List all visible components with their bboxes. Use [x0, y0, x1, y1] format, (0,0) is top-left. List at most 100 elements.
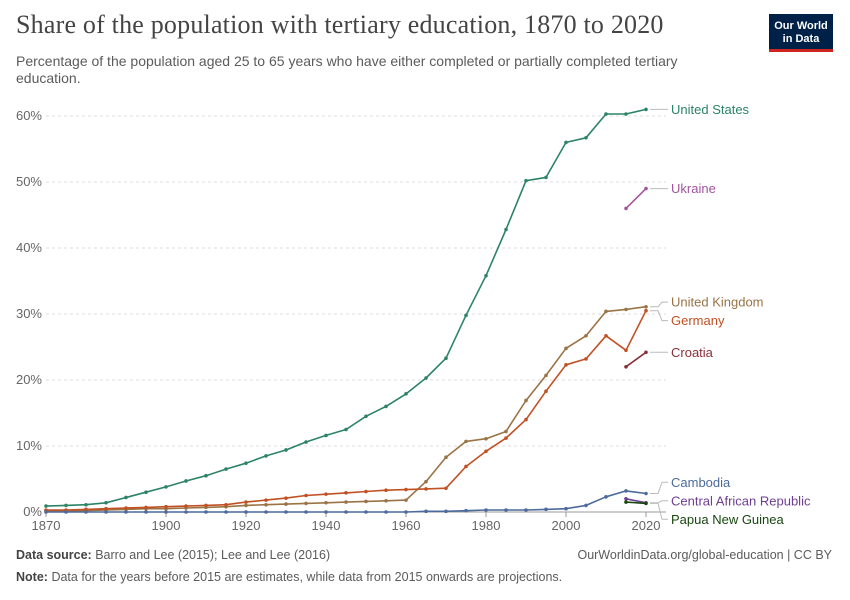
series-line-united-kingdom [46, 305, 647, 512]
data-point [424, 479, 428, 484]
data-point [164, 510, 168, 514]
data-point [164, 504, 168, 509]
x-tick-label: 1940 [312, 518, 341, 533]
data-point [64, 510, 68, 514]
data-point [564, 140, 568, 145]
data-point [384, 404, 388, 409]
y-tick-label: 20% [16, 372, 42, 387]
y-tick-label: 0% [23, 504, 42, 519]
data-point [284, 502, 288, 506]
data-point [544, 389, 548, 394]
data-point [444, 486, 448, 491]
data-point [504, 436, 508, 440]
x-tick-label: 1870 [32, 518, 61, 533]
data-point [344, 510, 348, 514]
source-url[interactable]: OurWorldinData.org/global-education | CC… [577, 548, 832, 562]
data-point [564, 506, 568, 511]
y-tick-label: 40% [16, 240, 42, 255]
data-point [624, 489, 628, 493]
data-point [324, 510, 328, 514]
data-point [144, 490, 148, 495]
data-point [424, 509, 428, 514]
data-point [324, 433, 328, 438]
data-point [544, 373, 548, 378]
x-tick-label: 1900 [152, 518, 181, 533]
series-line-croatia [625, 351, 647, 368]
data-point [524, 398, 528, 403]
data-point [104, 500, 108, 505]
data-point [244, 500, 248, 504]
label-connector [650, 301, 668, 308]
data-point [384, 510, 388, 514]
label-connector [650, 310, 668, 322]
series-label-papua-new-guinea: Papua New Guinea [671, 512, 785, 527]
data-point [464, 508, 468, 513]
note-text: Data for the years before 2015 are estim… [51, 570, 563, 584]
owid-logo[interactable]: Our World in Data [769, 14, 833, 52]
data-point [624, 206, 628, 211]
data-point [284, 448, 288, 452]
series-label-croatia: Croatia [671, 345, 714, 360]
data-point [304, 501, 308, 506]
data-point [324, 492, 328, 496]
series-line-papua-new-guinea [625, 501, 647, 505]
chart-subtitle: Percentage of the population aged 25 to … [16, 53, 678, 86]
data-point [184, 479, 188, 483]
data-point [264, 502, 268, 507]
data-point [644, 186, 648, 191]
data-point [384, 498, 388, 503]
series-label-united-kingdom: United Kingdom [671, 295, 764, 310]
data-point [124, 510, 128, 514]
data-point [624, 112, 628, 116]
x-tick-label: 1960 [392, 518, 421, 533]
data-point [524, 508, 528, 512]
data-point [644, 308, 648, 313]
data-point [504, 429, 508, 434]
label-connector [650, 481, 668, 495]
chart-title: Share of the population with tertiary ed… [16, 10, 664, 39]
data-point [224, 510, 228, 514]
data-point [464, 464, 468, 469]
data-point [644, 501, 648, 506]
data-point [464, 313, 468, 318]
data-point [304, 493, 308, 498]
data-point [64, 503, 68, 508]
data-point [344, 491, 348, 495]
series-line-united-states [45, 108, 647, 507]
data-point [344, 427, 348, 432]
data-point [204, 503, 208, 508]
data-point [44, 504, 48, 508]
data-point [44, 510, 48, 514]
x-tick-label: 1920 [232, 518, 261, 533]
data-point [244, 503, 248, 508]
data-point [484, 508, 488, 512]
data-point [624, 307, 628, 312]
source-text[interactable]: Barro and Lee (2015); Lee and Lee (2016) [95, 548, 331, 562]
data-point [644, 491, 648, 496]
data-point [384, 488, 388, 493]
data-point [284, 496, 288, 500]
data-point [584, 135, 588, 140]
data-point [404, 487, 408, 492]
data-point [144, 510, 148, 514]
chart-note: Note: Data for the years before 2015 are… [16, 570, 562, 584]
y-tick-label: 10% [16, 438, 42, 453]
data-point [304, 510, 308, 514]
data-point [184, 510, 188, 514]
data-point [584, 503, 588, 508]
data-point [424, 376, 428, 380]
data-point [264, 498, 268, 502]
data-point [484, 436, 488, 441]
data-point [524, 178, 528, 183]
data-point [624, 497, 628, 501]
data-point [484, 273, 488, 278]
series-label-germany: Germany [671, 313, 725, 328]
data-point [84, 510, 88, 514]
data-point [604, 309, 608, 314]
data-point [444, 509, 448, 514]
data-point [264, 454, 268, 458]
series-label-united-states: United States [671, 102, 750, 117]
data-point [104, 510, 108, 514]
series-label-ukraine: Ukraine [671, 181, 716, 196]
